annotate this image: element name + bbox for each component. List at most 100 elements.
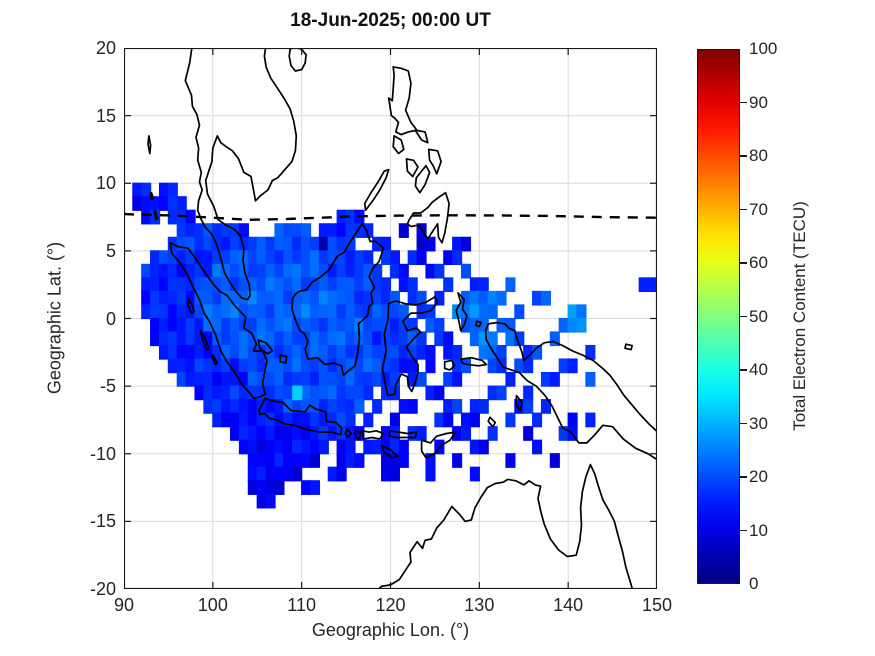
tec-cell bbox=[505, 372, 516, 387]
tec-cell bbox=[460, 236, 472, 252]
tec-cell bbox=[381, 453, 392, 468]
tec-cell bbox=[318, 358, 329, 374]
tec-cell bbox=[247, 412, 258, 428]
tec-cell bbox=[309, 277, 321, 293]
tec-cell bbox=[247, 426, 258, 441]
tec-cell bbox=[549, 453, 560, 468]
tec-cell bbox=[345, 399, 356, 414]
tec-cell bbox=[425, 466, 436, 482]
tec-cell bbox=[247, 385, 258, 401]
tec-cell bbox=[336, 439, 347, 455]
coastline-samar-leyte bbox=[427, 148, 442, 175]
tec-cell bbox=[354, 372, 365, 387]
tec-cell bbox=[176, 263, 187, 279]
tec-cell bbox=[256, 372, 267, 387]
tec-cell bbox=[336, 223, 347, 238]
tec-cell bbox=[274, 480, 285, 495]
tec-cell bbox=[221, 250, 232, 265]
colorbar-tick-label: 30 bbox=[749, 413, 768, 433]
tec-cell bbox=[389, 317, 400, 333]
tec-cell bbox=[345, 412, 356, 428]
tec-cell bbox=[363, 263, 374, 279]
tec-cell bbox=[238, 304, 249, 320]
tec-cell bbox=[469, 331, 480, 347]
tec-cell bbox=[416, 290, 427, 306]
tec-cell bbox=[301, 385, 312, 401]
tec-cell bbox=[416, 344, 427, 360]
tec-cell bbox=[318, 223, 329, 238]
tec-cell bbox=[150, 263, 161, 279]
coastline-nias bbox=[187, 297, 196, 314]
tec-cell bbox=[318, 426, 329, 441]
tec-cell bbox=[354, 250, 365, 265]
tec-cell bbox=[389, 412, 400, 428]
tec-cell bbox=[407, 250, 418, 265]
tec-cell bbox=[203, 290, 214, 306]
tec-cell bbox=[647, 277, 658, 293]
tec-cell bbox=[158, 331, 170, 347]
tec-cell bbox=[265, 236, 276, 252]
tec-cell bbox=[398, 453, 409, 468]
tec-cell bbox=[389, 358, 400, 374]
colorbar-tick bbox=[740, 369, 747, 371]
tec-cell bbox=[150, 250, 161, 265]
tec-cell bbox=[221, 277, 232, 293]
tec-cell bbox=[345, 372, 356, 387]
tec-cell bbox=[292, 466, 303, 482]
tec-cell bbox=[185, 317, 196, 333]
tec-cell bbox=[567, 358, 578, 374]
tec-cell bbox=[150, 331, 161, 347]
tec-cell bbox=[265, 453, 276, 468]
tec-cell bbox=[203, 317, 214, 333]
tec-cell bbox=[274, 412, 285, 428]
tec-cell bbox=[256, 439, 267, 455]
tec-cell bbox=[221, 304, 232, 320]
tec-cell bbox=[372, 372, 383, 387]
tec-cell bbox=[167, 263, 178, 279]
tec-cell bbox=[265, 372, 276, 387]
tec-cell bbox=[230, 426, 241, 441]
tec-cell bbox=[167, 182, 178, 198]
coastline-borneo bbox=[291, 222, 385, 377]
tec-cell bbox=[381, 290, 392, 306]
tec-cell bbox=[407, 290, 418, 306]
tec-cell bbox=[301, 277, 312, 293]
tec-cell bbox=[283, 223, 294, 238]
tec-cell bbox=[203, 344, 214, 360]
tec-cell bbox=[274, 250, 285, 265]
colorbar-tick-label: 0 bbox=[749, 574, 759, 593]
axes-box bbox=[123, 47, 658, 590]
y-tick-label: -10 bbox=[89, 443, 116, 464]
tec-cell bbox=[141, 196, 152, 211]
tec-cell bbox=[576, 317, 587, 333]
tec-cell bbox=[301, 453, 312, 468]
tec-cell bbox=[265, 412, 276, 428]
colorbar-tick bbox=[740, 101, 747, 104]
tec-cell bbox=[247, 439, 258, 455]
tec-cell bbox=[203, 331, 214, 347]
tec-cell bbox=[460, 412, 472, 428]
tec-cell bbox=[230, 236, 241, 252]
coastline-bali bbox=[344, 428, 353, 439]
coastline-luzon bbox=[387, 66, 429, 144]
tec-cell bbox=[389, 439, 400, 455]
tec-cell bbox=[301, 372, 312, 387]
tec-cell bbox=[301, 290, 312, 306]
tec-cell bbox=[345, 277, 356, 293]
tec-cell bbox=[274, 385, 285, 401]
y-tick-label: -20 bbox=[89, 579, 116, 599]
tec-cell bbox=[354, 453, 365, 468]
tec-cell bbox=[265, 250, 276, 265]
tec-cell bbox=[327, 277, 338, 293]
tec-cell bbox=[203, 277, 214, 293]
tec-cell bbox=[478, 439, 489, 455]
tec-cell bbox=[549, 331, 560, 347]
tec-cell bbox=[283, 453, 294, 468]
tec-cell bbox=[327, 331, 338, 347]
coastline-belitung bbox=[279, 354, 288, 364]
tec-cell bbox=[407, 399, 418, 414]
tec-cell bbox=[425, 304, 436, 320]
tec-cell bbox=[167, 209, 178, 225]
coastline-mentawai-pagai bbox=[211, 354, 219, 366]
tec-cell bbox=[176, 372, 187, 387]
